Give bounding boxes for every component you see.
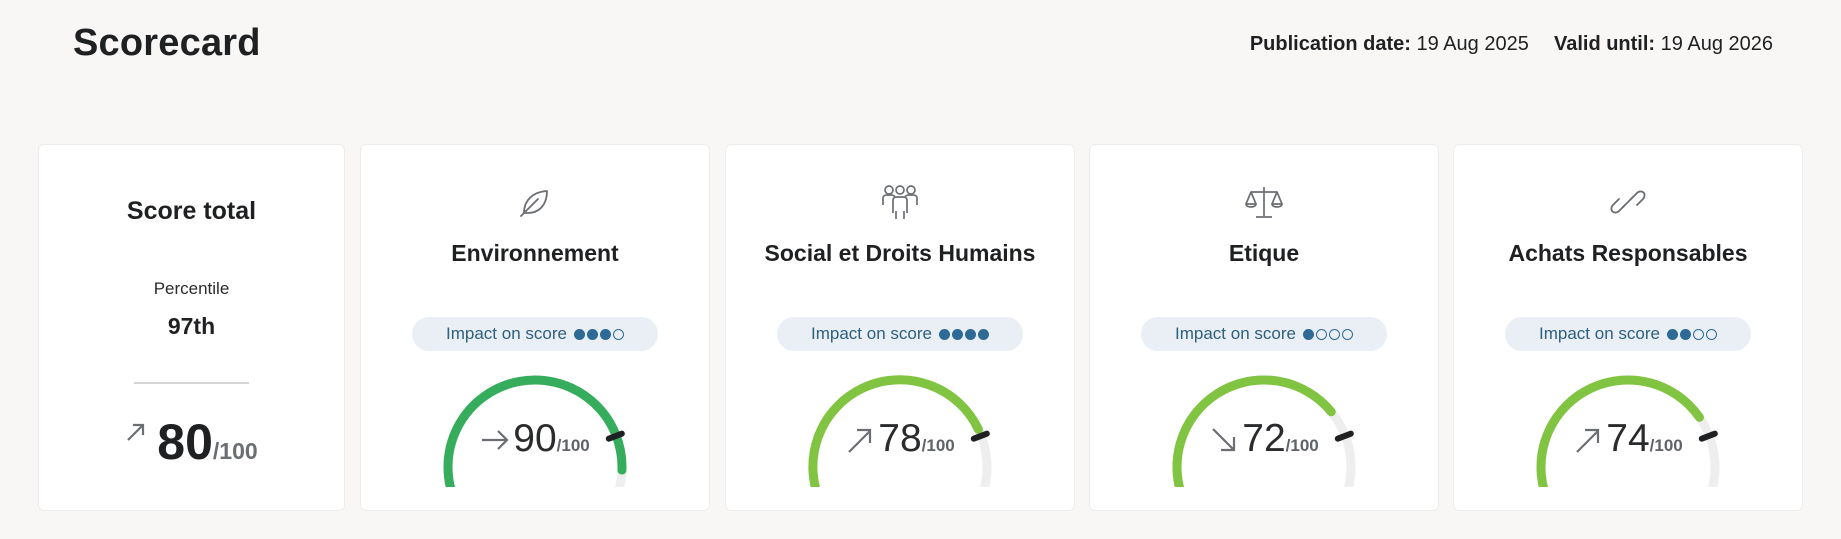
impact-dots bbox=[1302, 328, 1353, 340]
impact-label: Impact on score bbox=[811, 324, 932, 343]
scales-icon bbox=[1245, 183, 1283, 221]
impact-dots bbox=[1666, 328, 1717, 340]
publication-date-value: 19 Aug 2025 bbox=[1416, 33, 1529, 55]
total-score-max: /100 bbox=[212, 438, 258, 464]
publication-date-label: Publication date: bbox=[1249, 33, 1411, 55]
category-score: 90/100 bbox=[361, 417, 709, 461]
gauge-benchmark-marker bbox=[970, 430, 990, 442]
impact-dot-filled bbox=[977, 328, 989, 340]
impact-dot-empty bbox=[1705, 328, 1717, 340]
impact-badge: Impact on score bbox=[777, 317, 1023, 351]
trend-up-icon bbox=[125, 421, 147, 448]
divider bbox=[134, 382, 249, 384]
trend-down-icon bbox=[1209, 425, 1239, 460]
impact-dot-filled bbox=[1302, 328, 1314, 340]
impact-dot-filled bbox=[573, 328, 585, 340]
category-score-value: 72 bbox=[1242, 417, 1286, 460]
category-score-max: /100 bbox=[1649, 436, 1683, 455]
impact-dot-empty bbox=[1328, 328, 1340, 340]
impact-badge: Impact on score bbox=[412, 317, 658, 351]
total-score-value: 80 bbox=[157, 414, 213, 470]
score-gauge bbox=[808, 375, 992, 487]
valid-until-label: Valid until: bbox=[1553, 33, 1656, 55]
category-card-social: Social et Droits Humains Impact on score… bbox=[725, 144, 1075, 511]
impact-badge: Impact on score bbox=[1505, 317, 1751, 351]
impact-dot-filled bbox=[1679, 328, 1691, 340]
gauge-fill bbox=[808, 375, 983, 487]
impact-badge: Impact on score bbox=[1141, 317, 1387, 351]
gauge-benchmark-marker bbox=[1698, 430, 1718, 442]
impact-dot-filled bbox=[951, 328, 963, 340]
impact-dot-filled bbox=[586, 328, 598, 340]
impact-label: Impact on score bbox=[1175, 324, 1296, 343]
gauge-fill bbox=[443, 375, 627, 487]
score-gauge bbox=[443, 375, 627, 487]
page-title: Scorecard bbox=[73, 22, 261, 64]
impact-dot-empty bbox=[1315, 328, 1327, 340]
category-card-achats: Achats Responsables Impact on score 74/1… bbox=[1453, 144, 1803, 511]
link-icon bbox=[1609, 183, 1647, 221]
category-title: Social et Droits Humains bbox=[764, 240, 1036, 266]
impact-dots bbox=[573, 328, 624, 340]
category-score-value: 90 bbox=[513, 417, 557, 460]
total-score: 80/100 bbox=[39, 413, 344, 471]
impact-dots bbox=[938, 328, 989, 340]
gauge-fill bbox=[1172, 375, 1336, 487]
valid-until-value: 19 Aug 2026 bbox=[1660, 33, 1773, 55]
trend-flat-icon bbox=[480, 425, 510, 460]
category-score: 72/100 bbox=[1090, 417, 1438, 461]
category-title: Environnement bbox=[451, 240, 619, 266]
category-card-etique: Etique Impact on score 72/100 bbox=[1089, 144, 1439, 511]
impact-dot-filled bbox=[964, 328, 976, 340]
trend-up-icon bbox=[1573, 425, 1603, 460]
category-score-max: /100 bbox=[921, 436, 955, 455]
category-score-value: 74 bbox=[1606, 417, 1650, 460]
category-score-max: /100 bbox=[1285, 436, 1319, 455]
impact-label: Impact on score bbox=[446, 324, 567, 343]
gauge-benchmark-marker bbox=[1334, 430, 1354, 442]
impact-dot-filled bbox=[938, 328, 950, 340]
impact-dot-filled bbox=[599, 328, 611, 340]
score-gauge bbox=[1536, 375, 1720, 487]
gauge-fill bbox=[1536, 375, 1704, 487]
category-score-max: /100 bbox=[556, 436, 590, 455]
impact-label: Impact on score bbox=[1539, 324, 1660, 343]
trend-up-icon bbox=[845, 425, 875, 460]
impact-dot-empty bbox=[612, 328, 624, 340]
percentile-value: 97th bbox=[167, 313, 216, 339]
category-score: 78/100 bbox=[726, 417, 1074, 461]
category-score: 74/100 bbox=[1454, 417, 1802, 461]
category-title: Etique bbox=[1228, 240, 1300, 266]
category-card-environnement: Environnement Impact on score 90/100 bbox=[360, 144, 710, 511]
total-score-card: Score total Percentile 97th 80/100 bbox=[38, 144, 345, 511]
impact-dot-empty bbox=[1341, 328, 1353, 340]
leaf-icon bbox=[516, 183, 554, 221]
people-icon bbox=[881, 183, 919, 221]
category-title: Achats Responsables bbox=[1508, 240, 1748, 266]
total-score-title: Score total bbox=[126, 197, 257, 225]
score-gauge bbox=[1172, 375, 1356, 487]
percentile-label: Percentile bbox=[153, 279, 230, 298]
validity-info: Publication date: 19 Aug 2025 Valid unti… bbox=[1250, 33, 1773, 56]
gauge-benchmark-marker bbox=[605, 430, 625, 442]
impact-dot-empty bbox=[1692, 328, 1704, 340]
category-score-value: 78 bbox=[878, 417, 922, 460]
impact-dot-filled bbox=[1666, 328, 1678, 340]
